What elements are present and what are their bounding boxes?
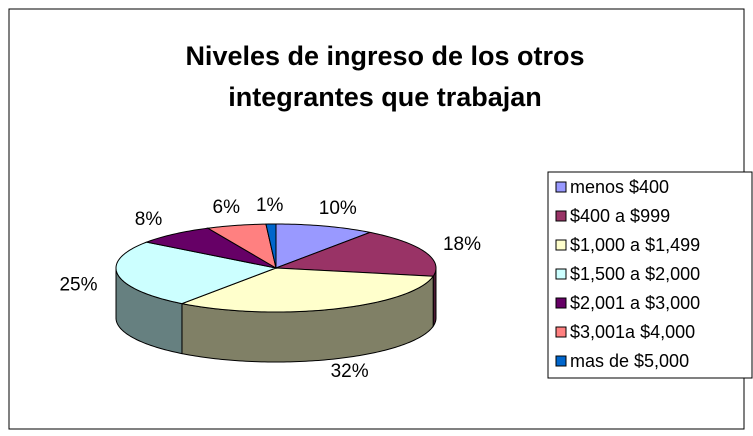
pie-slice <box>180 267 435 313</box>
pie-slice <box>206 223 277 270</box>
chart-title: integrantes que trabajan <box>228 82 542 112</box>
legend-label: $1,000 a $1,499 <box>570 235 700 255</box>
pie-slice <box>144 227 277 269</box>
data-label: 10% <box>319 198 357 219</box>
legend-label: $3,001a $4,000 <box>570 322 695 342</box>
data-label: 18% <box>443 234 481 255</box>
legend-swatch <box>555 297 567 309</box>
data-label: 8% <box>135 209 163 230</box>
legend-swatch <box>555 268 567 280</box>
data-label: 1% <box>256 195 284 216</box>
legend-label: menos $400 <box>570 177 669 197</box>
legend-label: $2,001 a $3,000 <box>570 293 700 313</box>
legend-label: $1,500 a $2,000 <box>570 264 700 284</box>
legend-swatch <box>555 210 567 222</box>
legend-swatch <box>555 181 567 193</box>
pie-slice <box>275 223 372 269</box>
legend-label: $400 a $999 <box>570 206 670 226</box>
legend-label: mas de $5,000 <box>570 351 689 371</box>
data-label: 6% <box>213 197 241 218</box>
data-label: 32% <box>331 361 369 382</box>
pie-slice <box>265 223 277 269</box>
legend-box <box>547 171 753 379</box>
data-label: 25% <box>59 275 97 296</box>
pie-slice <box>275 231 437 277</box>
pie-slice <box>115 241 278 305</box>
chart-title: Niveles de ingreso de los otros <box>185 41 584 71</box>
legend-swatch <box>555 355 567 367</box>
legend-swatch <box>555 326 567 338</box>
legend-swatch <box>555 239 567 251</box>
